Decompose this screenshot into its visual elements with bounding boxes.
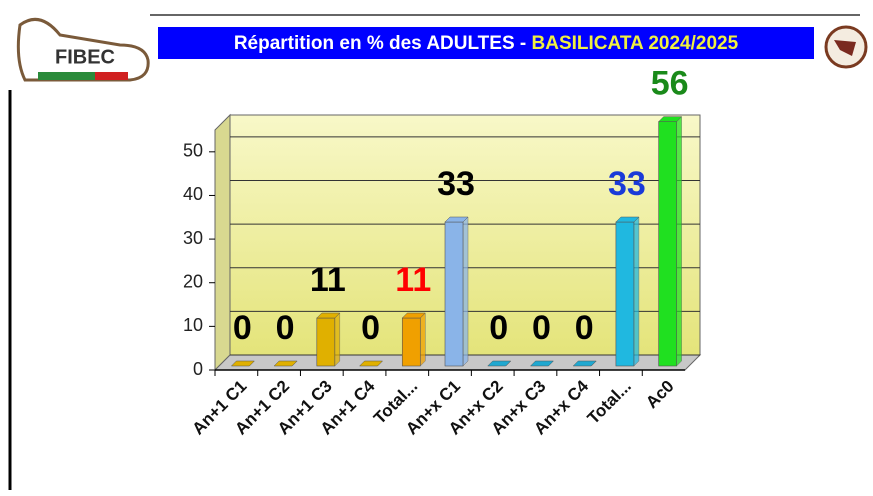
y-tick-label: 30 [183, 228, 203, 248]
y-tick-label: 50 [183, 141, 203, 161]
bar-top [316, 312, 341, 319]
value-label: 11 [395, 261, 431, 299]
bar-top [401, 312, 426, 319]
y-tick-label: 10 [183, 315, 203, 335]
bar-top [358, 360, 384, 367]
bar [658, 121, 677, 367]
bar-side [676, 116, 682, 367]
title-highlight: BASILICATA 2024/2025 [532, 33, 739, 54]
y-tick-label: 0 [193, 359, 203, 379]
bar-top [230, 360, 255, 367]
value-label: 0 [361, 309, 380, 347]
value-label: 0 [489, 309, 508, 347]
title-band [158, 27, 814, 59]
bar-top [529, 360, 555, 367]
value-label: 0 [532, 309, 551, 347]
value-label: 11 [310, 261, 346, 299]
bar [615, 221, 635, 367]
title-prefix: Répartition en % des ADULTES - [234, 33, 526, 54]
x-tick-label: Total... [584, 377, 635, 428]
value-label: 33 [437, 165, 475, 203]
bar-side [633, 216, 640, 367]
bar [401, 317, 421, 367]
bar-top [615, 216, 640, 223]
bar-top [658, 116, 683, 122]
chart-title: Répartition en % des ADULTES - BASILICAT… [234, 33, 739, 54]
bar-top [572, 360, 597, 367]
side-wall [214, 113, 231, 372]
bar-top [487, 360, 512, 367]
bar [316, 317, 336, 367]
bar-side [420, 312, 426, 367]
bar-top [444, 216, 469, 223]
y-tick-label: 20 [183, 271, 203, 291]
badge [824, 25, 868, 69]
x-tick-label: Ac0 [642, 377, 677, 412]
value-label: 0 [276, 309, 295, 347]
y-tick-label: 40 [183, 184, 203, 204]
value-label: 56 [651, 65, 689, 103]
bar-side [334, 312, 341, 367]
bar-top [273, 360, 298, 367]
value-label: 0 [575, 309, 594, 347]
logo-text: FIBEC [55, 46, 115, 68]
value-label: 33 [608, 165, 646, 203]
bar [444, 221, 464, 367]
logo: FIBEC [16, 17, 150, 82]
bar-side [462, 216, 469, 367]
value-label: 0 [233, 309, 252, 347]
